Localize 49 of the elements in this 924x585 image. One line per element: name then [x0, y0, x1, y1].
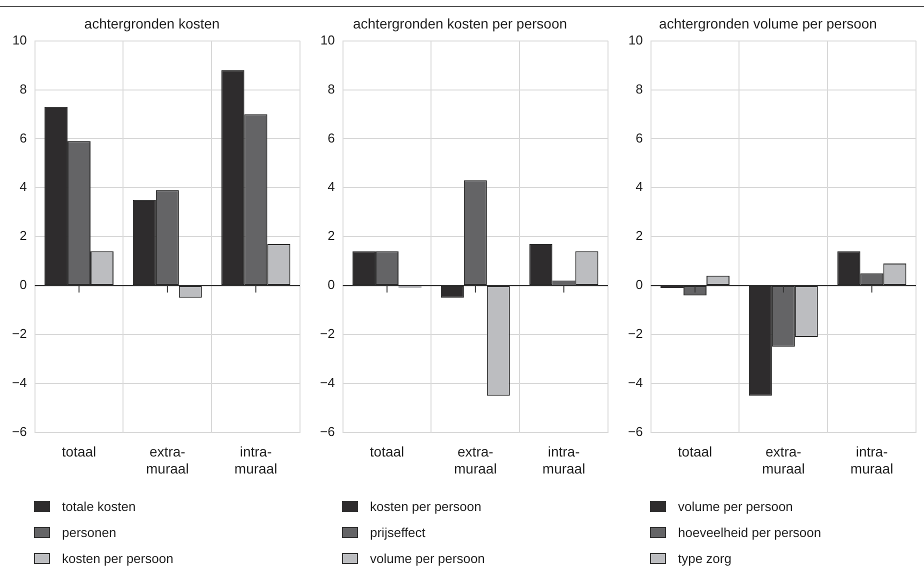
x-tick-label: totaal: [678, 444, 712, 460]
y-tick-label: 2: [328, 228, 335, 244]
legend-label: kosten per persoon: [370, 498, 482, 514]
legend-label: volume per persoon: [678, 498, 793, 514]
y-tick-label: 6: [20, 130, 27, 146]
x-tick-label: intra-muraal: [234, 444, 278, 476]
y-tick-label: 0: [20, 277, 27, 292]
y-tick-label: −4: [320, 375, 335, 390]
chart-title: achtergronden kosten: [84, 15, 220, 32]
y-tick-label: 4: [636, 179, 643, 194]
legend-label: kosten per persoon: [62, 550, 174, 566]
bar: [552, 280, 576, 286]
y-tick-label: 0: [328, 277, 335, 292]
y-tick-label: 4: [20, 179, 27, 194]
y-tick-label: −4: [12, 375, 27, 390]
y-tick-label: 6: [328, 130, 335, 146]
y-tick-label: 6: [636, 130, 643, 146]
y-tick-label: 10: [320, 32, 335, 48]
y-tick-label: 4: [328, 179, 335, 194]
y-tick-label: 2: [20, 228, 27, 244]
y-tick-label: −2: [628, 326, 643, 342]
y-tick-label: 8: [636, 81, 643, 96]
x-tick-label: extra-muraal: [454, 444, 497, 476]
y-tick-label: −4: [628, 375, 643, 390]
x-tick-label: intra-muraal: [542, 444, 586, 476]
y-tick-label: 2: [636, 228, 643, 244]
y-tick-label: 10: [12, 32, 27, 48]
legend-label: totale kosten: [62, 498, 136, 514]
legend-label: personen: [62, 524, 116, 540]
chart-title: achtergronden volume per persoon: [659, 15, 877, 32]
y-tick-label: 10: [628, 32, 643, 48]
x-tick-label: extra-muraal: [762, 444, 805, 476]
x-tick-label: totaal: [62, 444, 96, 460]
y-tick-label: −2: [12, 326, 27, 342]
legend-label: type zorg: [678, 550, 732, 566]
y-tick-label: −6: [320, 424, 335, 439]
legend-label: prijseffect: [370, 524, 426, 540]
x-tick-label: extra-muraal: [146, 444, 189, 476]
x-tick-label: intra-muraal: [850, 444, 894, 476]
legend-label: volume per persoon: [370, 550, 485, 566]
y-tick-label: −2: [320, 326, 335, 342]
y-tick-label: −6: [628, 424, 643, 439]
x-tick-label: totaal: [370, 444, 404, 460]
chart-title: achtergronden kosten per persoon: [352, 15, 568, 32]
y-tick-label: 8: [20, 81, 27, 96]
y-tick-label: 0: [636, 277, 643, 292]
y-tick-label: 8: [328, 81, 335, 96]
legend-label: hoeveelheid per persoon: [678, 524, 822, 540]
y-tick-label: −6: [12, 424, 27, 439]
